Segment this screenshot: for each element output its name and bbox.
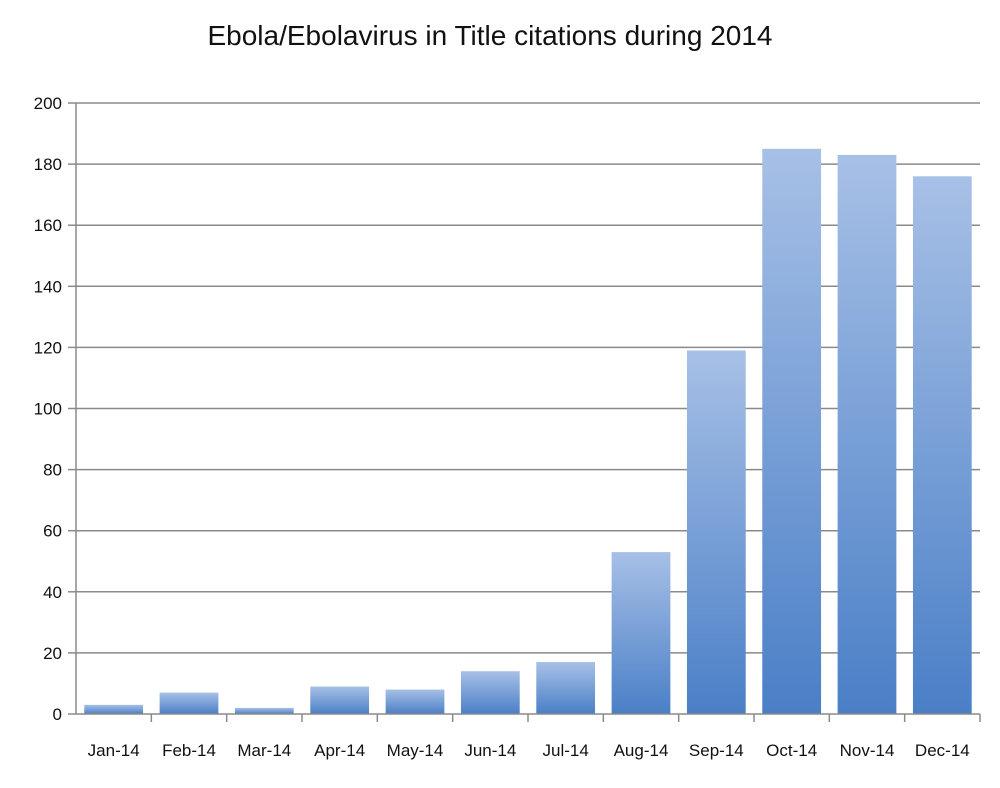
bar-dec-14 bbox=[912, 176, 972, 714]
y-tick-label: 160 bbox=[34, 216, 62, 235]
y-tick-label: 120 bbox=[34, 338, 62, 357]
y-tick-label: 20 bbox=[43, 644, 62, 663]
y-tick-label: 100 bbox=[34, 400, 62, 419]
x-tick-label: Nov-14 bbox=[840, 741, 895, 760]
bar-aug-14 bbox=[611, 552, 671, 714]
x-tick-label: Jul-14 bbox=[543, 741, 589, 760]
y-tick-label: 40 bbox=[43, 583, 62, 602]
x-tick-label: Jan-14 bbox=[88, 741, 140, 760]
y-tick-label: 60 bbox=[43, 522, 62, 541]
x-tick-label: Sep-14 bbox=[689, 741, 744, 760]
x-tick-label: May-14 bbox=[387, 741, 444, 760]
bars bbox=[84, 148, 972, 714]
x-tick-label: Dec-14 bbox=[915, 741, 970, 760]
y-tick-label: 0 bbox=[53, 705, 62, 724]
x-tick-label: Mar-14 bbox=[237, 741, 291, 760]
tick-labels: 0 20 40 60 80 100 120 140 160 180 200 Jan-14 Feb-14 M… bbox=[34, 94, 970, 760]
bar-mar-14 bbox=[234, 707, 294, 714]
x-tick-label: Aug-14 bbox=[614, 741, 669, 760]
x-tick-label: Jun-14 bbox=[464, 741, 516, 760]
gridlines bbox=[76, 102, 980, 654]
y-tick-label: 80 bbox=[43, 461, 62, 480]
bar-jan-14 bbox=[84, 704, 144, 714]
bar-nov-14 bbox=[837, 154, 897, 714]
y-tick-label: 200 bbox=[34, 94, 62, 113]
bar-jun-14 bbox=[460, 671, 520, 714]
axes bbox=[68, 102, 981, 722]
bar-feb-14 bbox=[159, 692, 219, 714]
x-tick-label: Oct-14 bbox=[766, 741, 817, 760]
chart-title: Ebola/Ebolavirus in Title citations duri… bbox=[207, 20, 773, 51]
bar-sep-14 bbox=[686, 350, 746, 714]
x-tick-label: Feb-14 bbox=[162, 741, 216, 760]
bar-apr-14 bbox=[310, 686, 370, 714]
bar-may-14 bbox=[385, 689, 445, 714]
x-tick-label: Apr-14 bbox=[314, 741, 365, 760]
bar-jul-14 bbox=[536, 662, 596, 714]
y-tick-label: 140 bbox=[34, 277, 62, 296]
y-tick-label: 180 bbox=[34, 155, 62, 174]
bar-oct-14 bbox=[762, 148, 822, 714]
